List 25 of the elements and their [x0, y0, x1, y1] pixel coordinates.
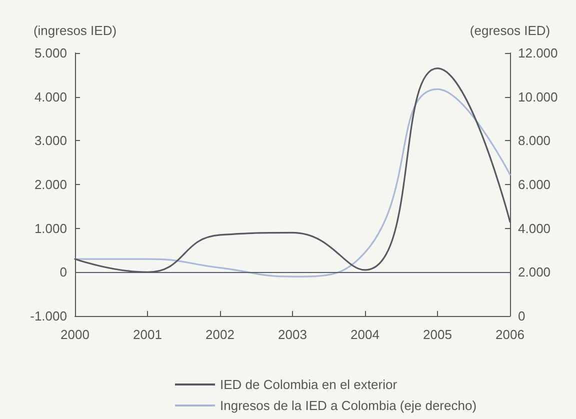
- y2-tick-label: 2.000: [518, 264, 551, 280]
- x-tick-label: 2000: [60, 327, 90, 342]
- y2-tick-label: 0: [518, 308, 526, 324]
- x-tick-label: 2002: [206, 327, 234, 342]
- y-tick-label: 0: [60, 264, 67, 280]
- x-tick-label: 2005: [423, 327, 452, 342]
- y2-tick-label: 12.000: [518, 46, 558, 60]
- y-tick-label: 2.000: [34, 177, 67, 192]
- y2-tick-label: 10.000: [518, 89, 558, 104]
- y2-tick-label: 6.000: [518, 177, 551, 192]
- legend-label: Ingresos de la IED a Colombia (eje derecho): [220, 398, 477, 413]
- x-tick-label: 2003: [278, 327, 307, 342]
- y2-tick-label: 8.000: [518, 133, 551, 148]
- y-tick-label: -1.000: [30, 308, 67, 324]
- y-tick-label: 3.000: [34, 133, 67, 148]
- legend-label: IED de Colombia en el exterior: [220, 377, 398, 392]
- x-tick-label: 2006: [496, 327, 524, 342]
- y-tick-label: 5.000: [34, 46, 67, 60]
- y2-tick-label: 4.000: [518, 220, 551, 236]
- x-tick-label: 2004: [350, 327, 380, 342]
- y-tick-label: 1.000: [34, 220, 67, 236]
- y-tick-label: 4.000: [34, 89, 67, 104]
- y2-axis-title: (egresos IED): [470, 23, 550, 38]
- y-axis-title: (ingresos IED): [33, 23, 117, 38]
- x-tick-label: 2001: [133, 327, 162, 342]
